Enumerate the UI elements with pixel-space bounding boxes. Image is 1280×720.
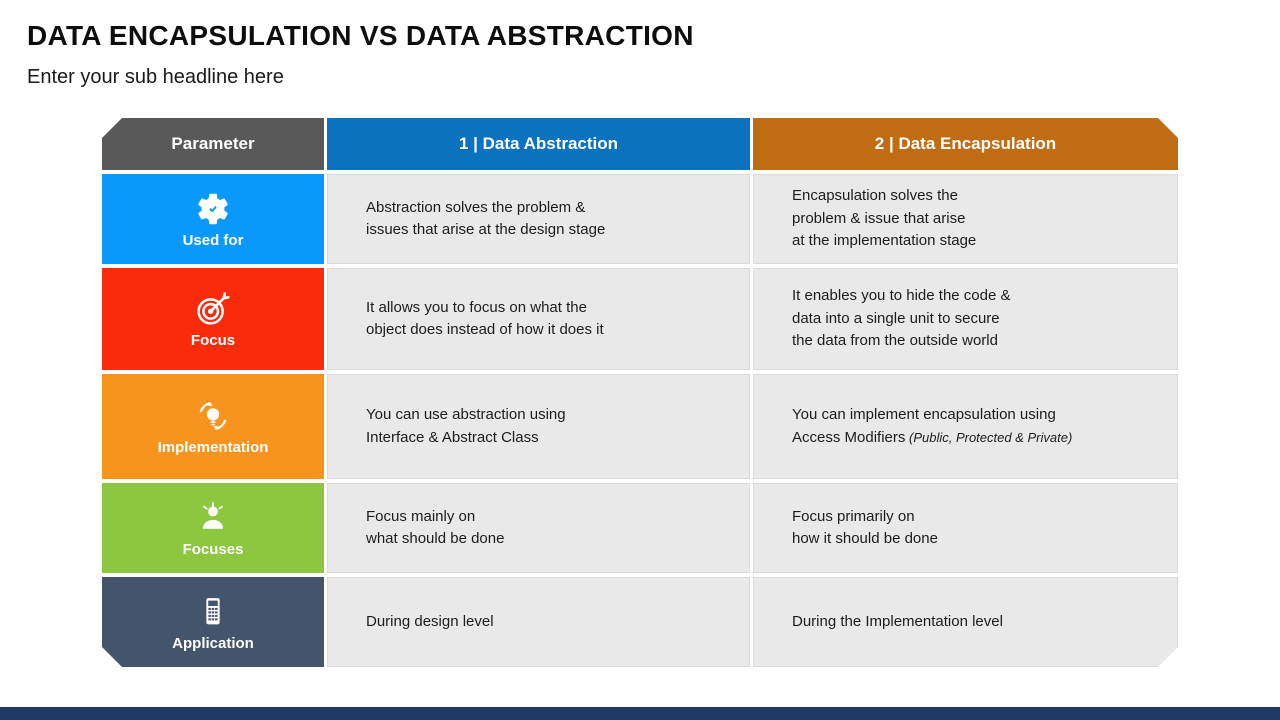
mobile-phone-icon bbox=[194, 593, 232, 631]
param-label: Application bbox=[172, 634, 254, 652]
header-parameter: Parameter bbox=[102, 118, 324, 170]
cell-text-note: (Public, Protected & Private) bbox=[905, 429, 1073, 445]
cell-abstraction-focuses: Focus mainly on what should be done bbox=[327, 483, 750, 573]
param-cell-focuses: Focuses bbox=[102, 483, 324, 573]
cell-text-main: You can implement encapsulation using Ac… bbox=[792, 406, 1056, 446]
param-label: Focuses bbox=[182, 540, 244, 558]
cell-abstraction-used-for: Abstraction solves the problem & issues … bbox=[327, 174, 750, 264]
cell-encapsulation-focus: It enables you to hide the code & data i… bbox=[753, 268, 1178, 370]
param-label: Focus bbox=[190, 331, 236, 349]
cell-text: It enables you to hide the code & data i… bbox=[792, 287, 1011, 350]
bottom-accent-bar bbox=[0, 707, 1280, 720]
param-cell-focus: Focus bbox=[102, 268, 324, 370]
cell-text: You can use abstraction using Interface … bbox=[366, 406, 566, 446]
param-cell-implementation: Implementation bbox=[102, 374, 324, 479]
cell-text: You can implement encapsulation using Ac… bbox=[792, 404, 1072, 449]
cell-text: Focus primarily on how it should be done bbox=[792, 507, 938, 548]
param-label: Implementation bbox=[157, 439, 269, 456]
page-subtitle: Enter your sub headline here bbox=[27, 66, 284, 88]
page-title: DATA ENCAPSULATION VS DATA ABSTRACTION bbox=[27, 20, 694, 51]
param-cell-used-for: Used for bbox=[102, 174, 324, 264]
cell-text: It allows you to focus on what the objec… bbox=[366, 298, 604, 339]
cell-encapsulation-used-for: Encapsulation solves the problem & issue… bbox=[753, 174, 1178, 264]
cell-abstraction-application: During design level bbox=[327, 577, 750, 667]
cell-encapsulation-focuses: Focus primarily on how it should be done bbox=[753, 483, 1178, 573]
gear-check-icon bbox=[194, 190, 232, 228]
param-cell-application: Application bbox=[102, 577, 324, 667]
cell-text: Abstraction solves the problem & issues … bbox=[366, 198, 606, 239]
cell-text: Encapsulation solves the problem & issue… bbox=[792, 187, 977, 250]
cell-encapsulation-implementation: You can implement encapsulation using Ac… bbox=[753, 374, 1178, 479]
cell-text: During design level bbox=[366, 612, 494, 630]
target-arrow-icon bbox=[194, 290, 232, 328]
header-data-encapsulation: 2 | Data Encapsulation bbox=[753, 118, 1178, 170]
param-label: Used for bbox=[182, 231, 244, 249]
cell-abstraction-implementation: You can use abstraction using Interface … bbox=[327, 374, 750, 479]
person-focus-icon bbox=[194, 499, 232, 537]
cell-abstraction-focus: It allows you to focus on what the objec… bbox=[327, 268, 750, 370]
idea-process-icon bbox=[194, 397, 232, 435]
header-data-abstraction: 1 | Data Abstraction bbox=[327, 118, 750, 170]
cell-text: During the Implementation level bbox=[792, 612, 1003, 630]
cell-encapsulation-application: During the Implementation level bbox=[753, 577, 1178, 667]
comparison-table: Parameter 1 | Data Abstraction 2 | Data … bbox=[102, 118, 1178, 667]
cell-text: Focus mainly on what should be done bbox=[366, 507, 505, 548]
